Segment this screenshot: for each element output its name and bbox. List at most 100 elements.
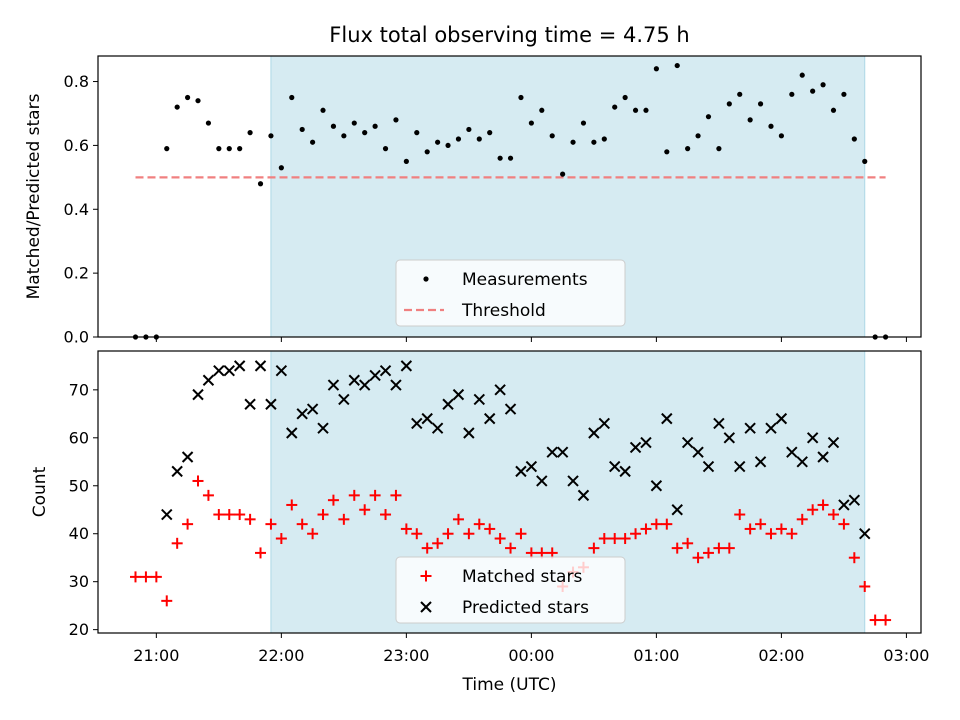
- y-tick-label: 0.6: [64, 136, 89, 155]
- matched-star-marker: [505, 542, 517, 554]
- predicted-star-marker: [640, 436, 652, 449]
- predicted-marker-b: [431, 422, 444, 434]
- predicted-star-marker: [806, 432, 819, 444]
- predicted-marker-b: [161, 508, 173, 521]
- matched-star-marker: [244, 513, 256, 525]
- matched-star-marker: [786, 528, 798, 540]
- predicted-star-marker: [629, 441, 642, 454]
- predicted-marker-b: [202, 374, 215, 386]
- predicted-marker-b: [734, 460, 746, 473]
- matched-star-marker: [192, 475, 204, 487]
- predicted-marker-b: [713, 417, 725, 430]
- predicted-star-marker: [473, 393, 485, 406]
- measurement-point: [778, 133, 785, 139]
- measurement-point: [195, 98, 201, 104]
- predicted-marker-b: [504, 403, 517, 415]
- predicted-star-marker: [588, 427, 600, 439]
- measurement-point: [424, 149, 430, 155]
- measurement-point: [351, 120, 357, 126]
- chart-title: Flux total observing time = 4.75 h: [329, 23, 689, 47]
- predicted-star-marker: [848, 494, 861, 506]
- y-tick-label: 0.0: [64, 328, 89, 347]
- matched-star-marker: [723, 542, 735, 554]
- predicted-star-marker: [796, 456, 808, 468]
- predicted-marker-b: [463, 427, 475, 439]
- top-legend: Measurements Threshold: [395, 259, 626, 327]
- measurement-point: [685, 146, 691, 152]
- predicted-marker-b: [754, 456, 767, 468]
- predicted-marker-b: [483, 412, 496, 425]
- predicted-marker-b: [806, 432, 819, 444]
- predicted-marker-b: [692, 446, 704, 458]
- measurement-point: [664, 149, 670, 155]
- legend-label: Predicted stars: [462, 598, 589, 618]
- measurement-point: [216, 146, 222, 152]
- matched-star-marker: [796, 513, 808, 525]
- predicted-marker-b: [567, 475, 579, 487]
- measurement-point: [226, 146, 232, 152]
- y-tick-label: 60: [69, 428, 89, 447]
- predicted-marker-b: [348, 374, 360, 386]
- matched-star-marker: [140, 571, 152, 583]
- predicted-marker-b: [765, 422, 777, 434]
- x-tick-label: 03:00: [883, 646, 929, 665]
- predicted-star-marker: [181, 451, 194, 463]
- matched-star-marker: [223, 509, 235, 521]
- predicted-marker-b: [379, 364, 392, 377]
- predicted-marker-b: [848, 494, 861, 506]
- predicted-star-marker: [661, 412, 673, 425]
- predicted-star-marker: [827, 436, 840, 449]
- predicted-marker-b: [629, 441, 642, 454]
- predicted-star-marker: [192, 388, 204, 401]
- measurement-point: [497, 155, 503, 161]
- legend-predicted-marker-b: [420, 601, 432, 613]
- measurement-point: [705, 114, 712, 120]
- predicted-marker-b: [223, 364, 235, 377]
- matched-star-marker: [317, 509, 329, 521]
- predicted-marker-b: [452, 388, 465, 401]
- matched-star-marker: [609, 533, 621, 545]
- predicted-star-marker: [713, 417, 725, 430]
- predicted-star-marker: [171, 465, 183, 478]
- measurement-point: [622, 94, 628, 101]
- predicted-marker-b: [275, 364, 288, 377]
- predicted-marker-b: [327, 379, 340, 391]
- predicted-marker-b: [421, 412, 433, 425]
- predicted-star-marker: [734, 460, 746, 473]
- measurement-point: [310, 139, 316, 145]
- predicted-marker-b: [577, 489, 590, 502]
- bottom-y-axis-label: Count: [30, 466, 50, 517]
- y-tick-label: 0.8: [64, 72, 89, 91]
- matched-star-marker: [515, 528, 527, 540]
- predicted-star-marker: [431, 422, 444, 434]
- matched-star-marker: [327, 494, 339, 506]
- predicted-star-marker: [546, 446, 558, 458]
- predicted-star-marker: [483, 412, 496, 425]
- legend-measurement-marker: [423, 276, 429, 282]
- matched-star-marker: [130, 571, 142, 583]
- matched-star-marker: [411, 528, 423, 540]
- predicted-star-marker: [327, 379, 340, 391]
- predicted-star-marker: [786, 446, 798, 458]
- matched-star-marker: [775, 523, 787, 535]
- predicted-marker-b: [723, 432, 736, 444]
- predicted-marker-b: [681, 436, 694, 449]
- predicted-star-marker: [442, 398, 454, 410]
- measurement-point: [372, 123, 378, 129]
- predicted-star-marker: [556, 446, 569, 458]
- predicted-marker-b: [661, 412, 673, 425]
- legend-box: [395, 259, 626, 327]
- matched-star-marker: [213, 509, 225, 521]
- measurement-point: [747, 117, 753, 123]
- predicted-marker-b: [296, 408, 308, 420]
- predicted-star-marker: [233, 360, 246, 372]
- matched-star-marker: [713, 542, 725, 554]
- measurement-point: [268, 133, 274, 139]
- bottom-panel: 20 30 40 50 60 70 21:00 22:00 23:00 00:00 01:00 02…: [30, 350, 929, 695]
- measurement-point: [414, 130, 420, 136]
- predicted-star-marker: [286, 427, 298, 439]
- predicted-star-marker: [754, 456, 767, 468]
- legend-label: Threshold: [461, 301, 546, 321]
- predicted-star-marker: [744, 422, 756, 434]
- predicted-star-marker: [681, 436, 694, 449]
